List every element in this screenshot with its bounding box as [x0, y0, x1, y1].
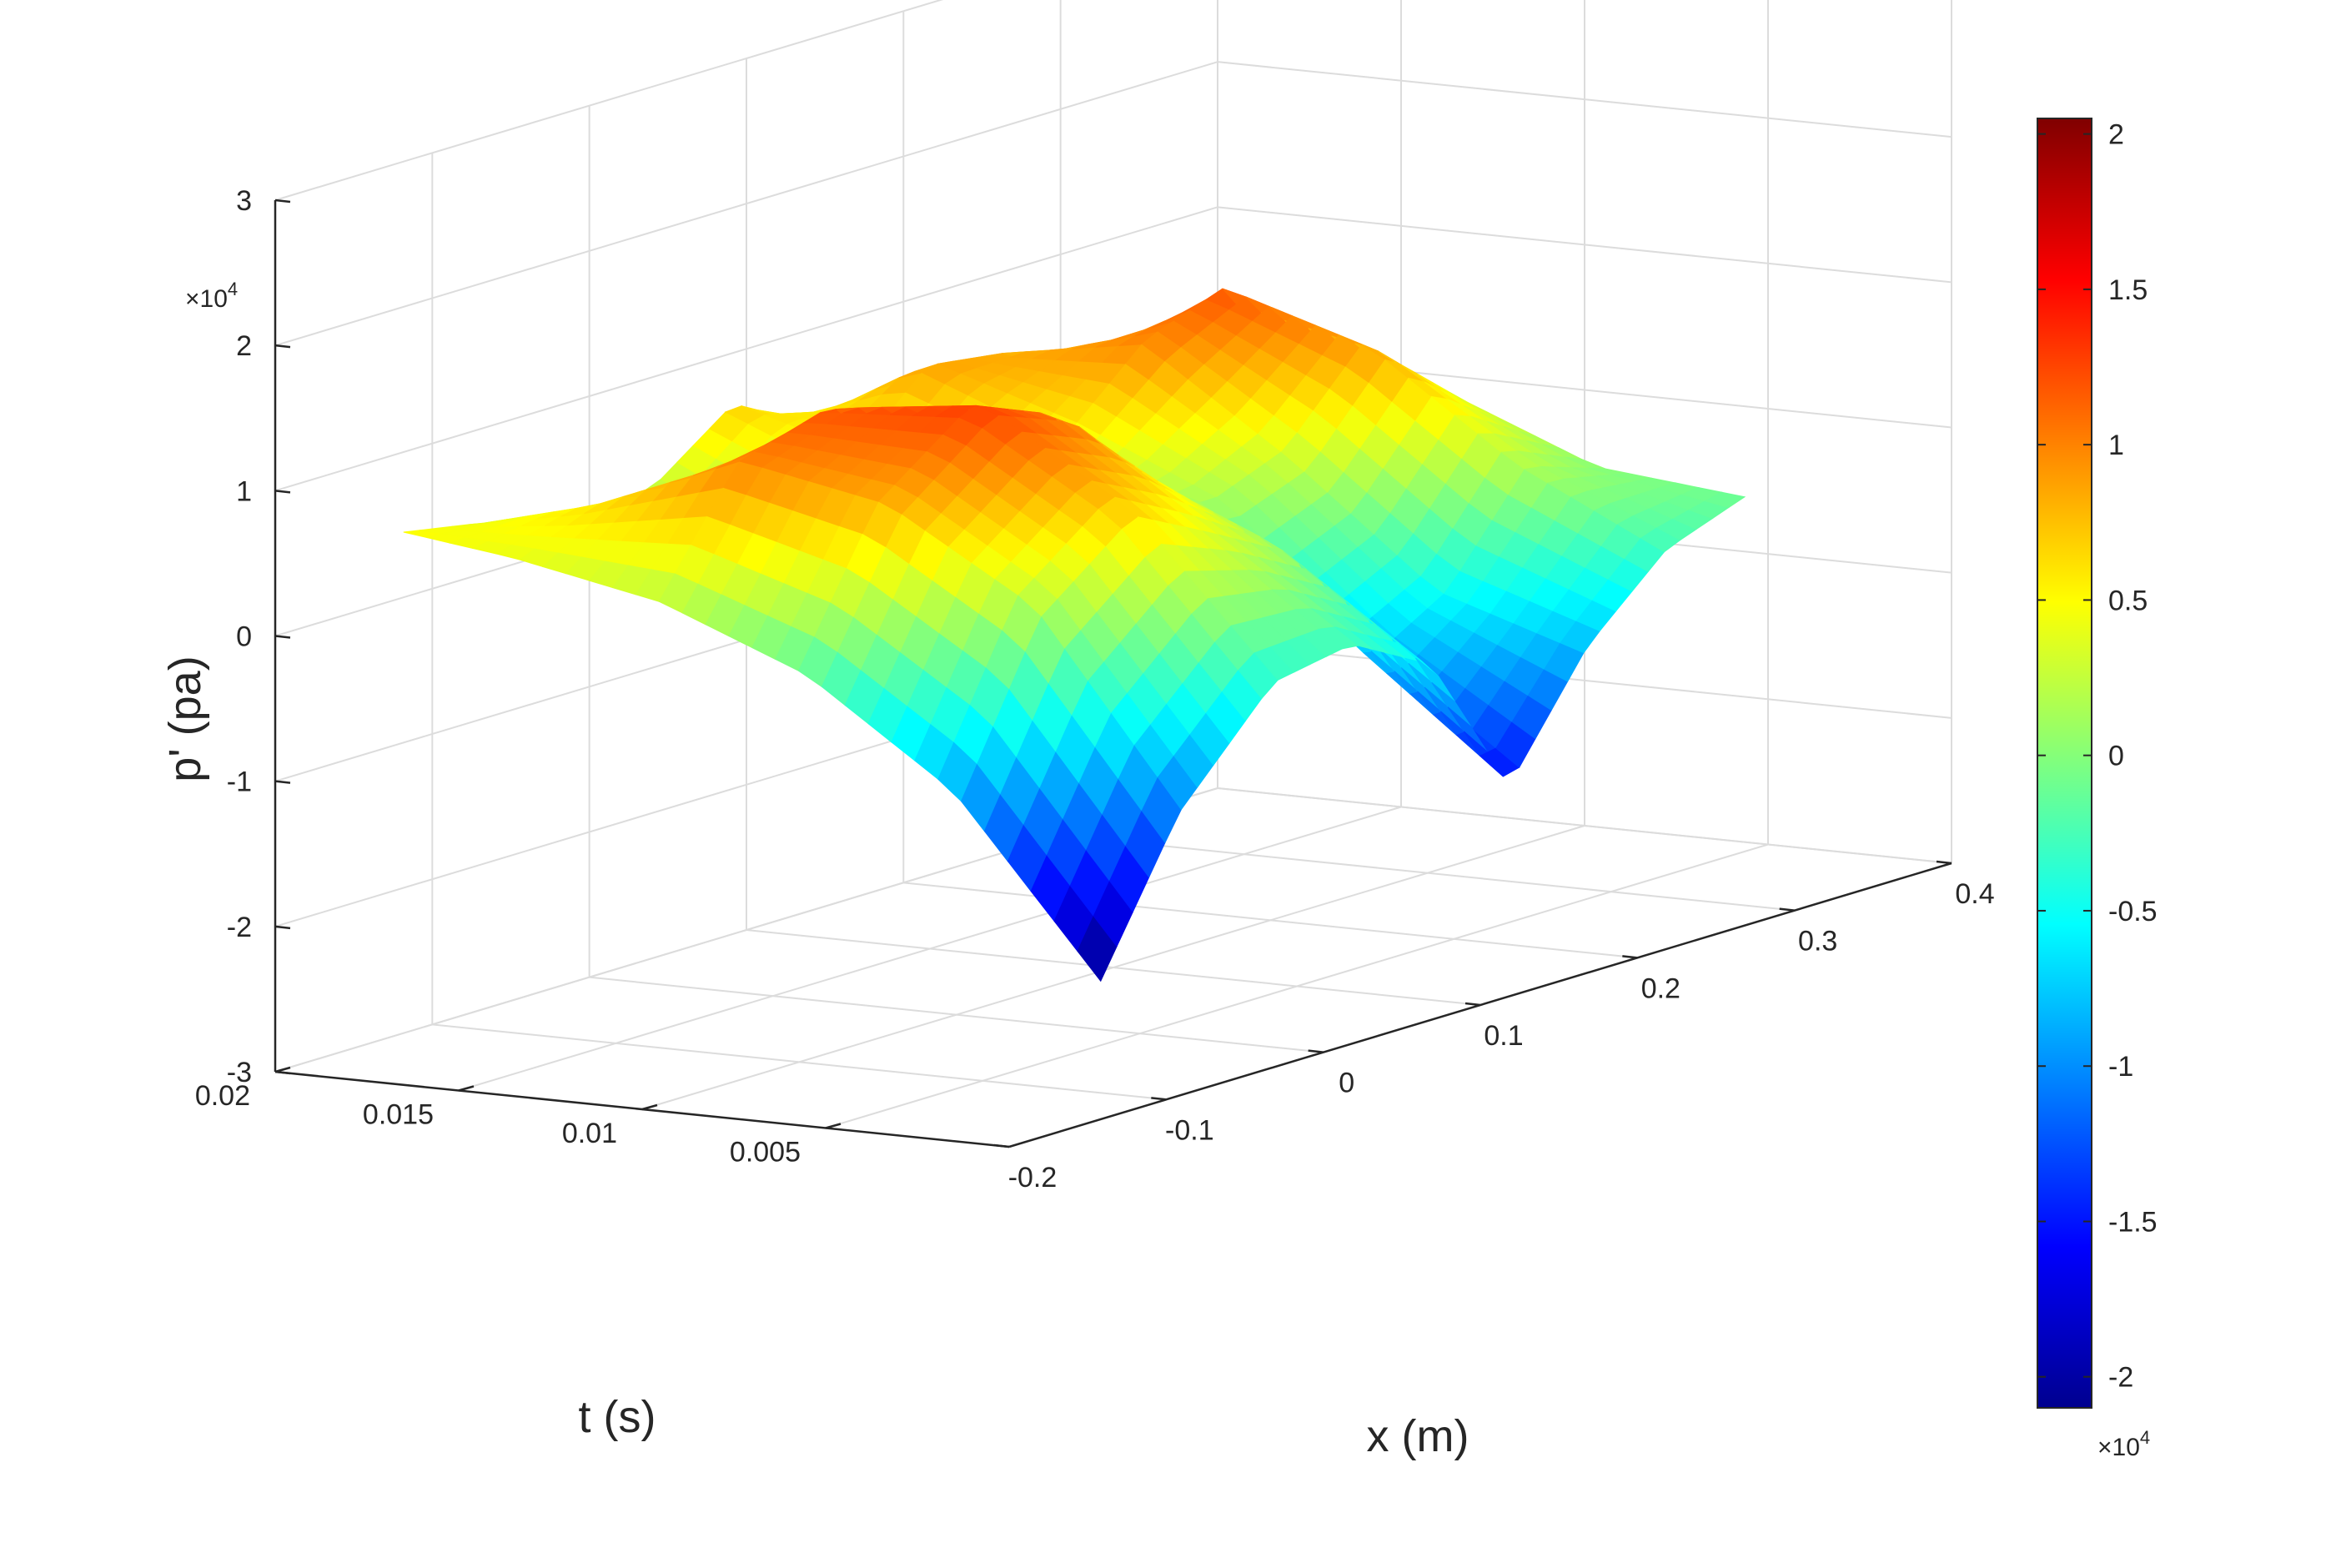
z-exponent-label: ×104 — [185, 279, 238, 313]
x-tick-mark — [1151, 1097, 1167, 1101]
x-tick-label: -0.2 — [1008, 1162, 1057, 1194]
t-tick-mark — [641, 1103, 658, 1111]
colorbar-tick-label: -2 — [2108, 1362, 2133, 1394]
x-tick-mark — [993, 1143, 1010, 1148]
z-tick-mark — [274, 635, 291, 639]
x-tick-label: 0 — [1339, 1068, 1354, 1099]
z-tick-label: 2 — [236, 330, 252, 362]
t-tick-label: 0.02 — [195, 1080, 250, 1112]
colorbar: -2 -1.5 -1 -0.5 0 0.5 1 1.5 2 ×104 — [2037, 118, 2158, 1461]
floor-t-gridline — [641, 825, 1585, 1110]
z-tick-label: 3 — [236, 185, 252, 217]
back-wall-z-gridline — [274, 61, 1218, 347]
x-tick-label: 0.4 — [1955, 878, 1994, 910]
colorbar-tick-label: -1.5 — [2108, 1206, 2158, 1238]
colorbar-tick-label: 0 — [2108, 741, 2124, 772]
colorbar-exponent-label: ×104 — [2097, 1427, 2150, 1461]
z-tick-mark — [274, 199, 291, 204]
x-tick-label: 0.3 — [1798, 926, 1837, 957]
t-tick-label: 0.015 — [363, 1099, 434, 1131]
z-tick-mark — [274, 925, 291, 930]
colorbar-tick-label: -1 — [2108, 1051, 2133, 1083]
side-wall-z-gridline — [1217, 61, 1952, 138]
floor-t-gridline — [458, 806, 1402, 1092]
x-tick-mark — [1308, 1049, 1324, 1053]
z-tick-mark — [274, 490, 291, 494]
z-tick-label: 1 — [236, 475, 252, 507]
x-tick-mark — [1464, 1002, 1481, 1007]
y-axis-label: t (s) — [579, 1392, 656, 1442]
colorbar-tick-label: 2 — [2108, 119, 2124, 151]
colorbar-tick-label: -0.5 — [2108, 896, 2158, 927]
x-tick-mark — [1622, 955, 1638, 959]
colorbar-tick-label: 1 — [2108, 430, 2124, 461]
z-axis-label: p' (pa) — [160, 656, 210, 781]
colorbar-ticks: -2 -1.5 -1 -0.5 0 0.5 1 1.5 2 — [2037, 119, 2158, 1394]
z-tick-label: 0 — [236, 621, 252, 653]
colorbar-tick-label: 0.5 — [2108, 585, 2148, 616]
axes-lines — [274, 199, 1952, 1148]
z-tick-mark — [274, 344, 291, 349]
floor-t-gridline — [825, 843, 1769, 1129]
t-tick-label: 0.005 — [730, 1137, 801, 1168]
x-tick-label: 0.1 — [1484, 1020, 1523, 1052]
t-tick-mark — [458, 1085, 475, 1092]
side-wall-z-gridline — [1217, 787, 1952, 864]
z-tick-label: -1 — [227, 766, 252, 798]
x-tick-mark — [1936, 860, 1952, 865]
back-wall-z-gridline — [274, 206, 1218, 492]
z-tick-label: -3 — [227, 1057, 252, 1088]
z-tick-mark — [274, 780, 291, 784]
colorbar-tick-label: 1.5 — [2108, 274, 2148, 306]
x-tick-label: 0.2 — [1641, 972, 1680, 1004]
back-wall-z-gridline — [274, 0, 944, 201]
t-tick-mark — [825, 1123, 841, 1129]
x-tick-label: -0.1 — [1165, 1114, 1214, 1146]
t-tick-label: 0.01 — [562, 1118, 617, 1149]
tick-labels: -3 -2 -1 0 1 2 3 0.005 0.01 0.015 0.02 -0.2 -0.1 0 0.1… — [195, 185, 1995, 1194]
side-wall-z-gridline — [1217, 641, 1952, 719]
t-tick-mark — [274, 1066, 291, 1073]
surface-facet — [1704, 491, 1746, 509]
x-axis-label: x (m) — [1367, 1411, 1469, 1461]
z-tick-label: -2 — [227, 912, 252, 943]
x-tick-mark — [1779, 907, 1795, 912]
surface-plot — [403, 288, 1746, 983]
side-wall-z-gridline — [1217, 206, 1952, 284]
colorbar-ramp — [2037, 118, 2092, 1409]
